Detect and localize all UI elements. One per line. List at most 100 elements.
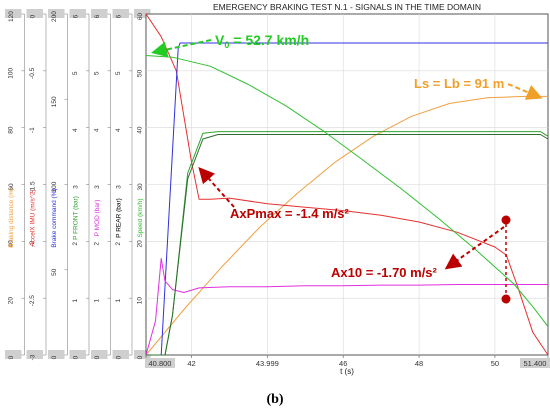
y-tick-box bbox=[69, 9, 86, 18]
ax10-upper-point bbox=[501, 215, 511, 225]
y-tick-box bbox=[112, 350, 129, 359]
x-tick-label: 43.999 bbox=[256, 359, 279, 368]
chart-title: EMERGENCY BRAKING TEST N.1 - SIGNALS IN … bbox=[213, 2, 481, 12]
y-tick-label: 6 bbox=[115, 14, 122, 18]
x-tick-box bbox=[145, 358, 175, 368]
y-tick-box bbox=[69, 350, 86, 359]
y-tick-box bbox=[26, 9, 43, 18]
y-axis-label: Braking distance (m) bbox=[8, 188, 15, 248]
v0-annotation: V0 = 52.7 km/h bbox=[215, 32, 309, 50]
y-tick-label: 2 bbox=[72, 242, 79, 246]
y-tick-label: -1.5 bbox=[29, 181, 36, 193]
y-tick-label: 4 bbox=[94, 128, 101, 132]
y-tick-label: -0.5 bbox=[29, 67, 36, 79]
y-tick-label: 0 bbox=[94, 355, 101, 359]
y-tick-box bbox=[91, 9, 108, 18]
y-tick-label: 0 bbox=[29, 14, 36, 18]
y-tick-label: -2.5 bbox=[29, 295, 36, 307]
y-tick-label: 2 bbox=[115, 242, 122, 246]
y-tick-label: 4 bbox=[72, 128, 79, 132]
y-tick-label: 2 bbox=[94, 242, 101, 246]
series-line-4 bbox=[145, 257, 548, 356]
series-line-5 bbox=[146, 134, 549, 356]
series-layer bbox=[145, 13, 549, 356]
y-tick-label: 0 bbox=[8, 355, 15, 359]
y-tick-label: 20 bbox=[137, 240, 144, 248]
y-tick-box bbox=[5, 9, 22, 18]
y-tick-label: 1 bbox=[72, 298, 79, 302]
y-tick-label: 5 bbox=[115, 71, 122, 75]
annotations: V0 = 52.7 km/h Ls = Lb = 91 m AxPmax = -… bbox=[151, 32, 543, 304]
plot-grid bbox=[146, 14, 548, 355]
y-tick-label: -1 bbox=[29, 127, 36, 133]
y-tick-label: 6 bbox=[94, 14, 101, 18]
series-line-1 bbox=[145, 13, 549, 356]
y-axis-label: P FRONT (bar) bbox=[73, 196, 80, 240]
y-tick-label: 60 bbox=[8, 183, 15, 191]
ax10-lower-point bbox=[501, 294, 511, 304]
y-axis-label: Brake command (%) bbox=[51, 188, 58, 247]
y-tick-label: 120 bbox=[8, 11, 15, 22]
y-tick-box bbox=[134, 350, 151, 359]
y-axis-label: P REAR (bar) bbox=[116, 198, 123, 238]
x-tick-label: 48 bbox=[415, 359, 423, 368]
y-tick-label: 40 bbox=[8, 240, 15, 248]
y-tick-label: 1 bbox=[94, 298, 101, 302]
ax10-arrow bbox=[444, 226, 505, 270]
x-tick-label: 50 bbox=[491, 359, 499, 368]
y-tick-label: 100 bbox=[51, 181, 58, 192]
y-tick-label: 6 bbox=[72, 14, 79, 18]
y-tick-label: 10 bbox=[137, 297, 144, 305]
x-tick-label: 51.400 bbox=[524, 359, 547, 368]
y-tick-label: 80 bbox=[8, 126, 15, 134]
y-tick-box bbox=[26, 350, 43, 359]
y-tick-label: 200 bbox=[51, 11, 58, 22]
y-tick-label: 5 bbox=[94, 71, 101, 75]
y-tick-label: 3 bbox=[72, 185, 79, 189]
y-tick-box bbox=[134, 9, 151, 18]
figure-caption: (b) bbox=[266, 392, 284, 407]
series-line-6 bbox=[145, 55, 549, 327]
axpmax-annotation: AxPmax = -1.4 m/s² bbox=[230, 206, 350, 221]
y-tick-label: 3 bbox=[115, 185, 122, 189]
distance-annotation: Ls = Lb = 91 m bbox=[414, 76, 504, 91]
y-tick-label: 0 bbox=[72, 355, 79, 359]
y-axis-label: AccelX IMU (m/s^2) bbox=[30, 189, 37, 246]
y-axis-label: Speed (km/h) bbox=[137, 198, 144, 237]
y-tick-label: 3 bbox=[94, 185, 101, 189]
y-tick-label: 100 bbox=[8, 68, 15, 79]
y-tick-label: 50 bbox=[137, 69, 144, 77]
ax10-annotation: Ax10 = -1.70 m/s² bbox=[331, 265, 438, 280]
y-tick-label: 60 bbox=[137, 13, 144, 21]
y-tick-box bbox=[112, 9, 129, 18]
y-tick-label: 0 bbox=[51, 355, 58, 359]
distance-arrow bbox=[507, 83, 543, 100]
y-tick-box bbox=[48, 350, 65, 359]
y-tick-label: 0 bbox=[115, 355, 122, 359]
x-axis: 40.800 42 43.999 46 48 50 51.400 bbox=[145, 355, 550, 368]
y-tick-label: 150 bbox=[51, 96, 58, 107]
x-tick-label: 40.800 bbox=[149, 359, 172, 368]
y-tick-label: -3 bbox=[29, 354, 36, 360]
y-tick-label: 0 bbox=[137, 355, 144, 359]
x-tick-box bbox=[520, 358, 550, 368]
y-tick-label: 1 bbox=[115, 298, 122, 302]
y-tick-box bbox=[5, 350, 22, 359]
x-axis-label: t (s) bbox=[340, 367, 354, 376]
y-tick-box bbox=[91, 350, 108, 359]
y-tick-label: 5 bbox=[72, 71, 79, 75]
y-tick-label: 30 bbox=[137, 183, 144, 191]
series-line-0 bbox=[145, 95, 548, 356]
v0-arrow bbox=[151, 39, 212, 58]
y-tick-label: -2 bbox=[29, 241, 36, 247]
x-tick-label: 46 bbox=[339, 359, 347, 368]
y-tick-label: 4 bbox=[115, 128, 122, 132]
axpmax-arrow bbox=[198, 167, 235, 208]
x-tick-label: 42 bbox=[187, 359, 195, 368]
y-tick-label: 20 bbox=[8, 297, 15, 305]
y-tick-label: 50 bbox=[51, 268, 58, 276]
y-axis-label: P MOD (bar) bbox=[94, 200, 101, 237]
y-tick-label: 40 bbox=[137, 126, 144, 134]
